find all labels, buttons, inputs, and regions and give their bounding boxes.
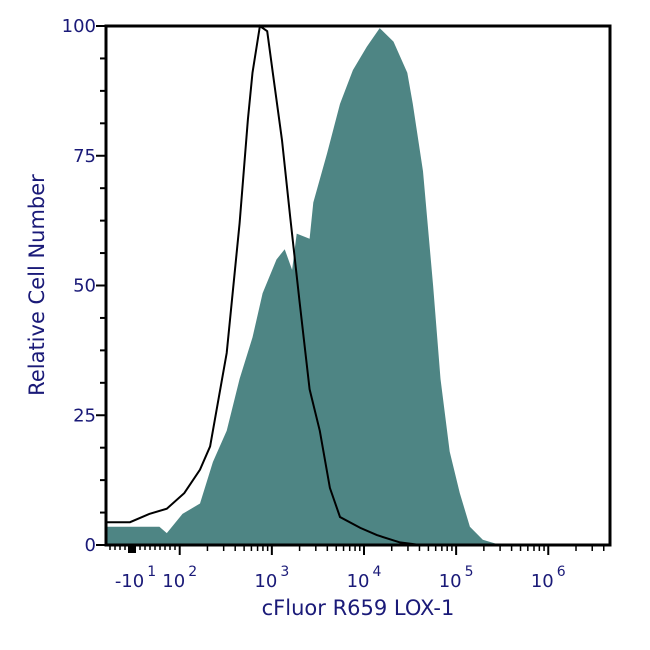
x-tick-label: -10 1	[115, 564, 156, 592]
y-axis-title: Relative Cell Number	[25, 174, 49, 396]
x-tick-label: 10 6	[531, 564, 566, 592]
y-tick-label: 50	[73, 276, 96, 297]
x-tick-exponent: 1	[147, 564, 156, 580]
series-layer	[106, 24, 610, 546]
x-axis-title: cFluor R659 LOX-1	[262, 596, 455, 620]
y-tick-label: 100	[62, 16, 96, 37]
x-zero-marker	[128, 545, 136, 553]
x-tick-label: 10 3	[254, 564, 289, 592]
x-tick-base: 10	[254, 571, 277, 592]
x-tick-base: 10	[531, 571, 554, 592]
stained-histogram-area	[106, 28, 501, 546]
x-tick-base: 10	[439, 571, 462, 592]
x-tick-exponent: 3	[280, 564, 289, 580]
x-tick-exponent: 4	[372, 564, 381, 580]
x-tick-base: -10	[115, 571, 144, 592]
y-tick-label: 75	[73, 146, 96, 167]
y-tick-label: 0	[85, 535, 96, 556]
x-tick-label: 10 4	[347, 564, 382, 592]
x-tick-label: 10 5	[439, 564, 474, 592]
x-tick-exponent: 2	[188, 564, 197, 580]
y-tick-label: 25	[73, 405, 96, 426]
x-tick-base: 10	[162, 571, 185, 592]
x-tick-base: 10	[347, 571, 370, 592]
x-tick-exponent: 6	[557, 564, 566, 580]
x-tick-exponent: 5	[465, 564, 474, 580]
x-tick-label: 10 2	[162, 564, 197, 592]
isotype-histogram-line	[106, 24, 610, 546]
